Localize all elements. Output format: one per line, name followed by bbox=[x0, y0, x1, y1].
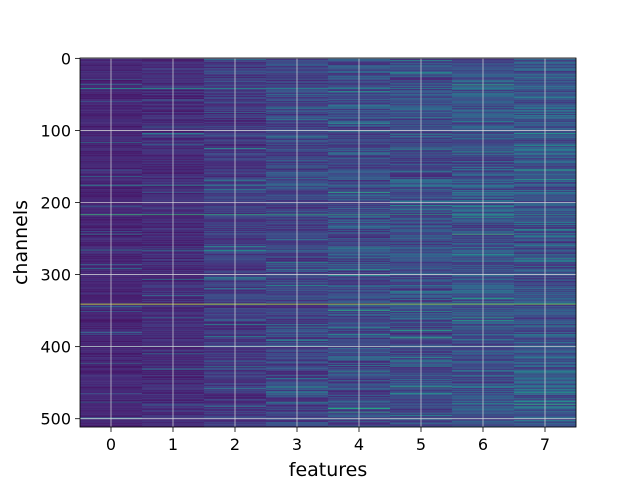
y-axis-ticks: 0 100 200 300 400 500 bbox=[40, 49, 80, 429]
x-tick-label: 4 bbox=[354, 435, 364, 454]
x-tick-label: 6 bbox=[478, 435, 488, 454]
x-tick-label: 0 bbox=[106, 435, 116, 454]
grid-lines bbox=[80, 57, 576, 427]
y-tick-label: 300 bbox=[40, 266, 71, 285]
x-tick-label: 3 bbox=[292, 435, 302, 454]
x-axis-label: features bbox=[289, 459, 368, 480]
y-axis-label: channels bbox=[10, 200, 32, 285]
y-tick-label: 400 bbox=[40, 338, 71, 357]
x-tick-label: 7 bbox=[540, 435, 550, 454]
y-tick-label: 0 bbox=[61, 49, 71, 68]
plot-frame bbox=[79, 57, 577, 428]
y-tick-label: 100 bbox=[40, 121, 71, 140]
x-axis-ticks: 0 1 2 3 4 5 6 7 bbox=[106, 427, 550, 454]
heatmap-cells bbox=[80, 58, 577, 428]
x-tick-label: 5 bbox=[416, 435, 426, 454]
x-tick-label: 2 bbox=[230, 435, 240, 454]
x-tick-label: 1 bbox=[168, 435, 178, 454]
y-tick-label: 200 bbox=[40, 194, 71, 213]
y-tick-label: 500 bbox=[40, 410, 71, 429]
